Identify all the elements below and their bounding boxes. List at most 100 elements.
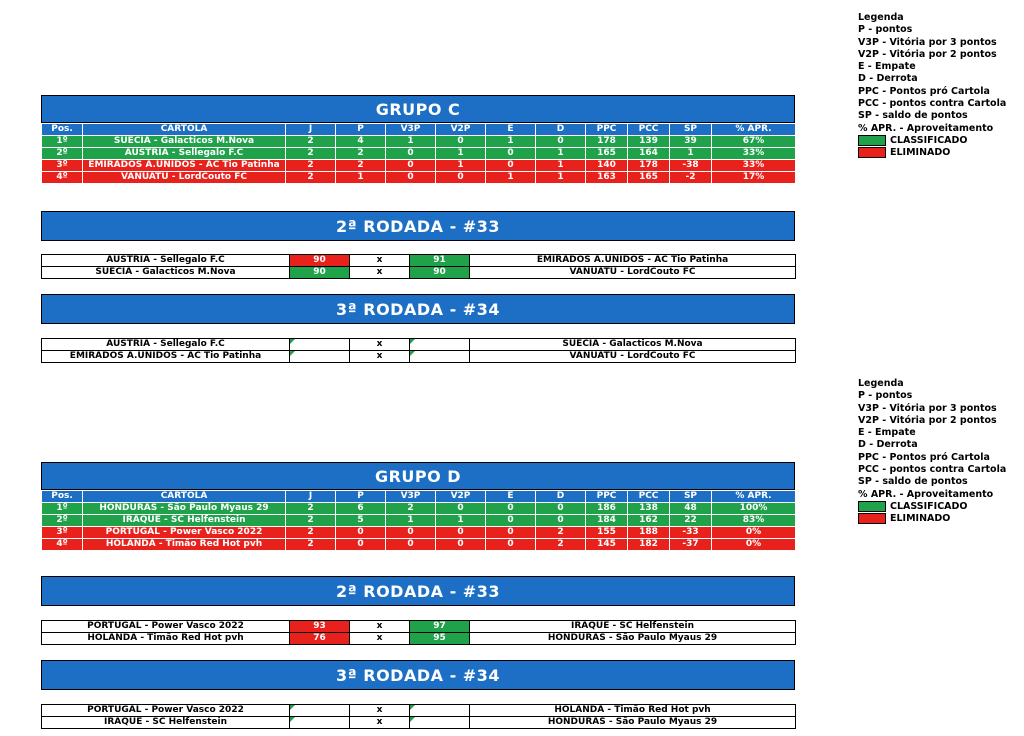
cell-ppc: 184 (585, 514, 628, 527)
versus: x (349, 632, 410, 645)
cell-v3p: 1 (385, 514, 436, 527)
cell-pos: 2º (41, 514, 83, 527)
eliminated-swatch (858, 147, 886, 159)
legend-item: PCC - pontos contra Cartola (858, 98, 1007, 110)
legend-classified: CLASSIFICADO (858, 500, 1006, 513)
cell-j: 2 (285, 538, 336, 551)
legend-item: V3P - Vitória por 3 pontos (858, 36, 997, 48)
cell-sp: -37 (669, 538, 712, 551)
home-score: 90 (289, 266, 350, 279)
cell-d: 0 (535, 135, 586, 148)
cell-p: 2 (335, 147, 386, 160)
cell-d: 1 (535, 147, 586, 160)
cell-pcc: 139 (627, 135, 670, 148)
cell-e: 0 (485, 514, 536, 527)
legend-eliminated-label: ELIMINADO (890, 513, 951, 525)
match-row: SUÉCIA - Galacticos M.Nova 90 x 90 VANUA… (41, 266, 797, 279)
col-cartola: CARTOLA (82, 123, 286, 136)
col-v2p: V2P (435, 123, 486, 136)
versus: x (349, 254, 410, 267)
cell-apr: 33% (711, 147, 796, 160)
cell-pos: 4º (41, 538, 83, 551)
cell-team: AUSTRIA - Sellegalo F.C (82, 147, 286, 160)
cell-j: 2 (285, 135, 336, 148)
cell-sp: 48 (669, 502, 712, 515)
cell-pos: 2º (41, 147, 83, 160)
col-v3p: V3P (385, 123, 436, 136)
legend-item: D - Derrota (858, 73, 918, 85)
versus: x (349, 704, 410, 717)
cell-team: HONDURAS - São Paulo Myaus 29 (82, 502, 286, 515)
legend-title: Legenda (858, 12, 904, 23)
away-score[interactable] (409, 338, 470, 351)
home-team: EMIRADOS A.UNIDOS - AC Tio Patinha (41, 350, 290, 363)
cell-p: 4 (335, 135, 386, 148)
away-score[interactable] (409, 704, 470, 717)
cell-team: HOLANDA - Timão Red Hot pvh (82, 538, 286, 551)
versus: x (349, 620, 410, 633)
legend-eliminated: ELIMINADO (858, 147, 1006, 159)
cell-d: 1 (535, 171, 586, 184)
home-score[interactable] (289, 350, 350, 363)
legend-item: PPC - Pontos pró Cartola (858, 85, 990, 97)
matches-table: PORTUGAL - Power Vasco 2022 93 x 97 IRAQ… (41, 620, 797, 645)
cell-ppc: 186 (585, 502, 628, 515)
away-team: HONDURAS - São Paulo Myaus 29 (468, 632, 797, 645)
col-ppc: PPC (585, 490, 628, 503)
legend-item: V2P - Vitória por 2 pontos (858, 414, 997, 426)
cell-e: 0 (485, 502, 536, 515)
cell-e: 0 (485, 147, 536, 160)
home-team: HOLANDA - Timão Red Hot pvh (41, 632, 290, 645)
col-d: D (535, 490, 586, 503)
away-score[interactable] (409, 350, 470, 363)
cell-pcc: 165 (627, 171, 670, 184)
cell-v2p: 0 (435, 526, 486, 539)
away-score[interactable] (409, 716, 470, 729)
cell-e: 0 (485, 526, 536, 539)
cell-v3p: 0 (385, 538, 436, 551)
table-row: 2º IRAQUE - SC Helfenstein 2 5 1 1 0 0 1… (41, 514, 796, 527)
cell-apr: 83% (711, 514, 796, 527)
away-team: VANUATU - LordCouto FC (469, 350, 796, 363)
legend-item: PCC - pontos contra Cartola (858, 464, 1007, 476)
home-team: SUÉCIA - Galacticos M.Nova (41, 266, 290, 279)
cell-d: 0 (535, 502, 586, 515)
home-score[interactable] (289, 338, 350, 351)
table-row: 2º AUSTRIA - Sellegalo F.C 2 2 0 1 0 1 1… (41, 147, 796, 160)
cell-sp: 22 (669, 514, 712, 527)
table-header: Pos. CARTOLA J P V3P V2P E D PPC PCC SP … (41, 490, 796, 503)
home-score[interactable] (289, 704, 350, 717)
away-team: HOLANDA - Timão Red Hot pvh (468, 704, 797, 717)
legend-item: D - Derrota (858, 439, 918, 451)
cell-sp: 1 (669, 147, 712, 160)
col-pcc: PCC (627, 490, 670, 503)
legend-item: V2P - Vitória por 2 pontos (858, 48, 997, 60)
cell-v3p: 0 (385, 147, 436, 160)
cell-v3p: 2 (385, 502, 436, 515)
legend-item: SP - saldo de pontos (858, 476, 968, 488)
home-score[interactable] (289, 716, 350, 729)
cell-p: 2 (335, 159, 386, 172)
away-score: 97 (409, 620, 470, 633)
col-v3p: V3P (385, 490, 436, 503)
eliminated-swatch (858, 513, 886, 525)
cell-e: 0 (485, 159, 536, 172)
table-row: 1º HONDURAS - São Paulo Myaus 29 2 6 2 0… (41, 502, 796, 515)
cell-p: 0 (335, 538, 386, 551)
cell-apr: 33% (711, 159, 796, 172)
round-title: 2ª RODADA - #33 (41, 211, 795, 241)
away-team: EMIRADOS A.UNIDOS - AC Tio Patinha (468, 254, 797, 267)
table-header: Pos. CARTOLA J P V3P V2P E D PPC PCC SP … (41, 123, 796, 136)
group-title: GRUPO D (41, 462, 795, 490)
cell-team: PORTUGAL - Power Vasco 2022 (82, 526, 286, 539)
col-pos: Pos. (41, 490, 83, 503)
legend-item: PPC - Pontos pró Cartola (858, 451, 990, 463)
cell-v2p: 0 (435, 538, 486, 551)
cell-apr: 67% (711, 135, 796, 148)
cell-p: 1 (335, 171, 386, 184)
cell-e: 1 (485, 135, 536, 148)
away-score: 95 (409, 632, 470, 645)
match-row: AUSTRIA - Sellegalo F.C 90 x 91 EMIRADOS… (41, 254, 797, 267)
col-cartola: CARTOLA (82, 490, 286, 503)
standings-table: Pos. CARTOLA J P V3P V2P E D PPC PCC SP … (41, 123, 796, 184)
